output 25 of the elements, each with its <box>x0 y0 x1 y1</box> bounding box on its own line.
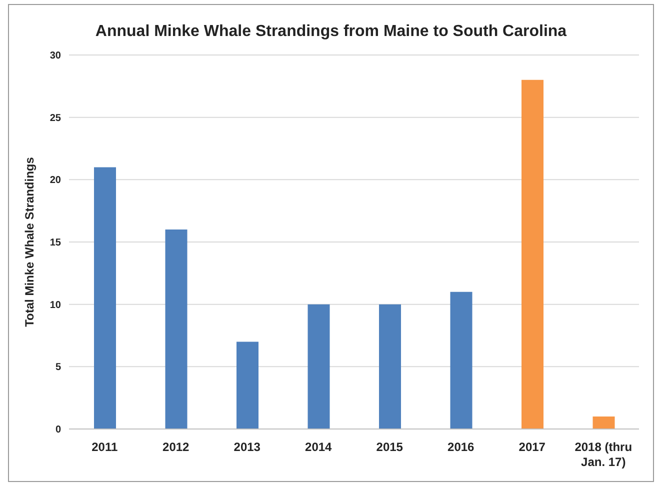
x-tick-label: 2011 <box>92 440 118 454</box>
y-axis-title: Total Minke Whale Strandings <box>22 156 36 327</box>
y-tick-label: 10 <box>50 300 62 311</box>
x-tick-label: 2015 <box>376 440 404 454</box>
bar <box>450 292 472 429</box>
x-tick-label: 2012 <box>162 440 190 454</box>
bar <box>236 342 258 429</box>
y-tick-label: 0 <box>55 424 62 436</box>
bar <box>379 304 401 429</box>
y-tick-label: 20 <box>50 175 62 186</box>
y-tick-label: 15 <box>50 238 62 249</box>
chart-title: Annual Minke Whale Strandings from Maine to South Carolina <box>94 23 568 41</box>
bar <box>94 167 116 429</box>
x-tick-label: 2014 <box>305 440 332 454</box>
bar <box>308 304 330 429</box>
bar <box>165 230 188 429</box>
y-tick-label: 5 <box>55 362 62 374</box>
bar <box>522 80 544 429</box>
x-tick-label: 2016 <box>448 440 475 454</box>
y-tick-label: 30 <box>50 50 62 62</box>
y-tick-label: 25 <box>50 112 62 124</box>
x-tick-label: 2018 (thru Jan. 17) <box>574 440 632 469</box>
x-tick-label: 2017 <box>518 440 546 454</box>
bar <box>592 416 615 429</box>
x-tick-label: 2013 <box>234 440 261 454</box>
